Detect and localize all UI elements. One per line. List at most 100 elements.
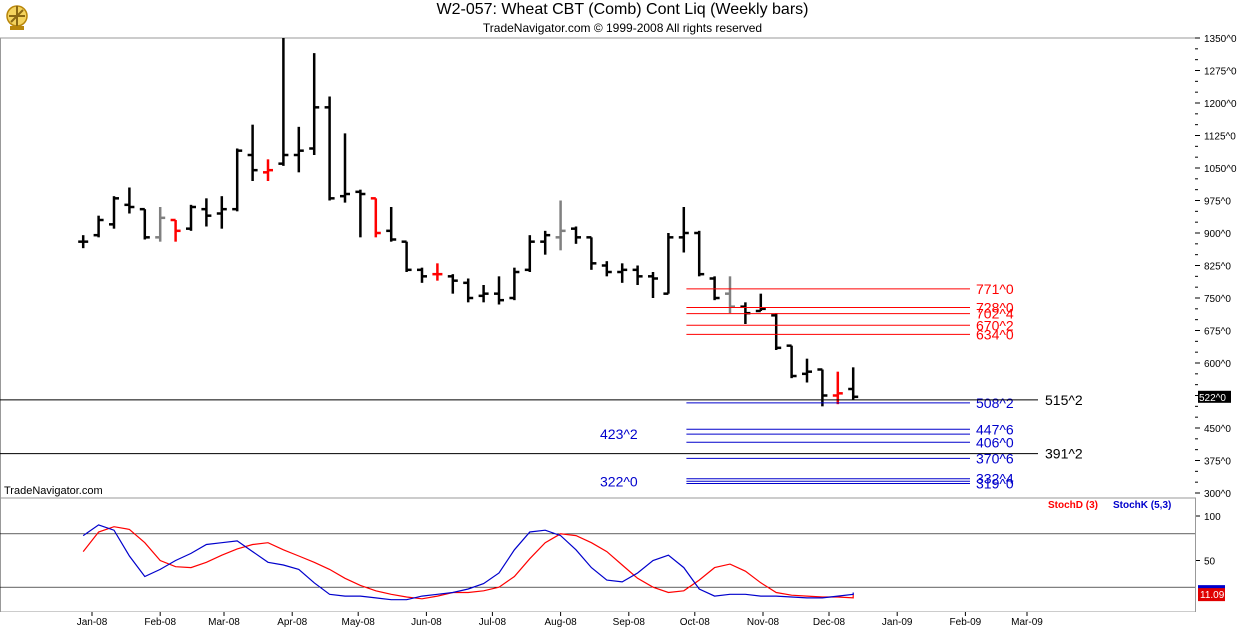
last-price-label: 522^0 [1199,393,1226,404]
ohlc-bar [340,133,350,203]
level-label: 319^0 [976,475,1014,491]
ohlc-bar [278,38,289,166]
ohlc-bar [170,218,181,242]
y-tick-label: 1275^0 [1204,67,1237,78]
time-axis: Jan-08 Feb-08 Mar-08 Apr-08 May-08 Jun-08 Jul-… [0,612,1245,631]
last-price-box [1198,390,1231,403]
ohlc-bar [447,274,458,294]
y-tick-label: 600^0 [1204,359,1231,370]
stoch-y-tick-label: 100 [1204,512,1221,523]
ohlc-bar [216,196,227,229]
ohlc-bar [771,313,782,350]
ohlc-bar [478,285,489,303]
ohlc-bar [155,207,166,242]
level-label: 391^2 [1045,446,1083,462]
ohlc-bar [124,187,135,214]
x-tick-label: May-08 [342,617,376,628]
level-label: 728^0 [976,300,1014,316]
ohlc-bar [78,235,89,249]
axis-bg [1195,38,1245,612]
stoch-last-label: 11.09 [1200,590,1225,601]
legend-stochk: StochK (5,3) [1113,500,1171,511]
ohlc-bar [540,230,551,255]
ohlc-bar [709,276,720,301]
level-label: 423^2 [600,426,638,442]
legend-stochd: StochD (3) [1048,500,1098,511]
level-label: 670^2 [976,317,1014,333]
x-tick-label: Sep-08 [613,617,646,628]
trade-navigator-logo-icon [6,5,28,30]
y-tick-label: 900^0 [1204,229,1231,240]
ohlc-bar [586,236,597,270]
price-bars [78,38,859,407]
ohlc-bar [355,189,366,238]
level-label: 406^0 [976,434,1014,450]
ohlc-bar [755,293,766,313]
ohlc-bar [293,126,304,173]
ohlc-bar [386,207,397,242]
y-tick-label: 375^0 [1204,457,1231,468]
y-tick-label: 1125^0 [1204,132,1236,143]
stoch-last-box-k [1198,585,1225,589]
ohlc-bar [463,278,474,303]
y-tick-label: 450^0 [1204,424,1231,435]
y-tick-label: 825^0 [1204,262,1231,273]
ohlc-bar [432,263,443,281]
x-tick-label: Jul-08 [479,617,507,628]
ohlc-bar [139,207,150,240]
ohlc-bar [601,261,612,277]
y-tick-label: 1200^0 [1204,99,1237,110]
ohlc-bar [232,148,243,212]
ohlc-bar [509,267,520,301]
x-tick-label: Oct-08 [680,617,710,628]
y-tick-label: 975^0 [1204,197,1231,208]
stochastic-lines [82,524,854,601]
stoch-frame [0,497,1196,613]
x-tick-label: Mar-09 [1011,617,1043,628]
level-label: 508^2 [976,395,1014,411]
y-tick-label: 300^0 [1204,489,1231,500]
ohlc-bar [725,276,735,314]
stoch-series-line [82,524,854,601]
chart-header: W2-057: Wheat CBT (Comb) Cont Liq (Weekl… [0,0,1245,38]
time-axis-bg [0,612,1245,631]
ohlc-bar [786,344,797,379]
ohlc-bar [494,276,504,305]
x-tick-label: Dec-08 [813,617,846,628]
level-label: 515^2 [1045,392,1083,408]
level-label: 332^4 [976,471,1014,487]
ohlc-bar [555,200,566,251]
x-tick-label: Aug-08 [544,617,577,628]
x-tick-label: Nov-08 [747,617,780,628]
ohlc-bar [571,226,581,244]
watermark-text: TradeNavigator.com [4,485,103,497]
x-tick-label: Feb-09 [950,617,982,628]
ohlc-bar [370,197,381,238]
y-tick-label: 1350^0 [1204,34,1237,45]
ohlc-bar [848,367,859,400]
ohlc-bar [832,371,843,405]
y-tick-label: 675^0 [1204,327,1231,338]
level-label: 702^4 [976,306,1014,322]
level-label: 370^6 [976,450,1014,466]
ohlc-bar [663,233,674,295]
chart-title: W2-057: Wheat CBT (Comb) Cont Liq (Weekl… [436,1,809,18]
price-frame [0,37,1196,499]
price-panel [0,37,1196,499]
ohlc-bar [247,124,258,181]
stoch-last-box [1198,587,1225,602]
level-label: 447^6 [976,421,1014,437]
x-tick-label: Jan-09 [882,617,913,628]
ohlc-bar [309,53,320,155]
level-label: 634^0 [976,326,1014,342]
ohlc-bar [694,230,705,277]
level-label: 322^0 [600,473,638,489]
stoch-series-line [82,526,854,600]
ohlc-bar [109,196,119,229]
level-label: 771^0 [976,281,1014,297]
y-tick-label: 750^0 [1204,294,1231,305]
x-tick-label: Apr-08 [277,617,307,628]
ohlc-bar [524,235,535,272]
